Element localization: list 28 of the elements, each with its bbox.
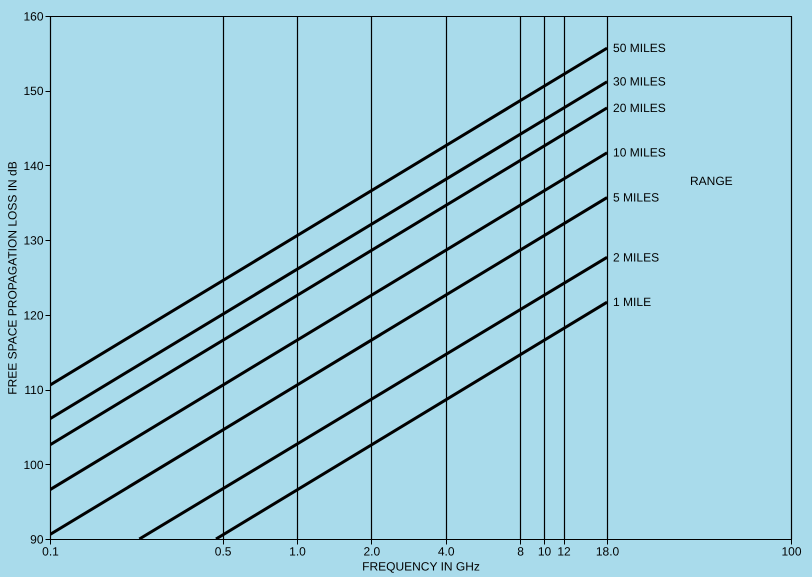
series-label: 20 MILES xyxy=(613,100,666,115)
y-tick-label: 120 xyxy=(23,308,44,322)
x-tick-label: 1.0 xyxy=(289,544,306,558)
series-label: 50 MILES xyxy=(613,41,666,56)
x-tick-label: 10 xyxy=(538,544,552,558)
y-tick-label: 130 xyxy=(23,234,44,248)
series-label: 5 MILES xyxy=(613,190,660,205)
y-axis-title: FREE SPACE PROPAGATION LOSS IN dB xyxy=(5,161,20,395)
x-tick-label: 0.5 xyxy=(214,544,232,558)
x-tick-label: 4.0 xyxy=(438,544,455,558)
y-tick-label: 150 xyxy=(23,84,44,98)
y-tick-label: 110 xyxy=(24,383,44,398)
annotation: RANGE xyxy=(690,174,733,188)
y-tick-label: 100 xyxy=(23,458,44,472)
series-label: 2 MILES xyxy=(613,250,660,264)
series-label: 1 MILE xyxy=(613,295,652,310)
x-tick-label: 0.1 xyxy=(42,544,60,558)
x-tick-label: 18.0 xyxy=(596,544,620,558)
series-label: 10 MILES xyxy=(613,146,666,160)
x-axis-title: FREQUENCY IN GHz xyxy=(362,560,480,574)
y-tick-label: 140 xyxy=(23,158,44,173)
x-tick-label: 2.0 xyxy=(364,544,381,558)
x-tick-label: 12 xyxy=(557,544,572,558)
y-tick-label: 160 xyxy=(23,10,44,24)
x-tick-label: 8 xyxy=(517,544,524,558)
x-tick-label: 100 xyxy=(781,544,802,558)
series-label: 30 MILES xyxy=(613,74,666,89)
y-tick-label: 90 xyxy=(30,532,44,546)
